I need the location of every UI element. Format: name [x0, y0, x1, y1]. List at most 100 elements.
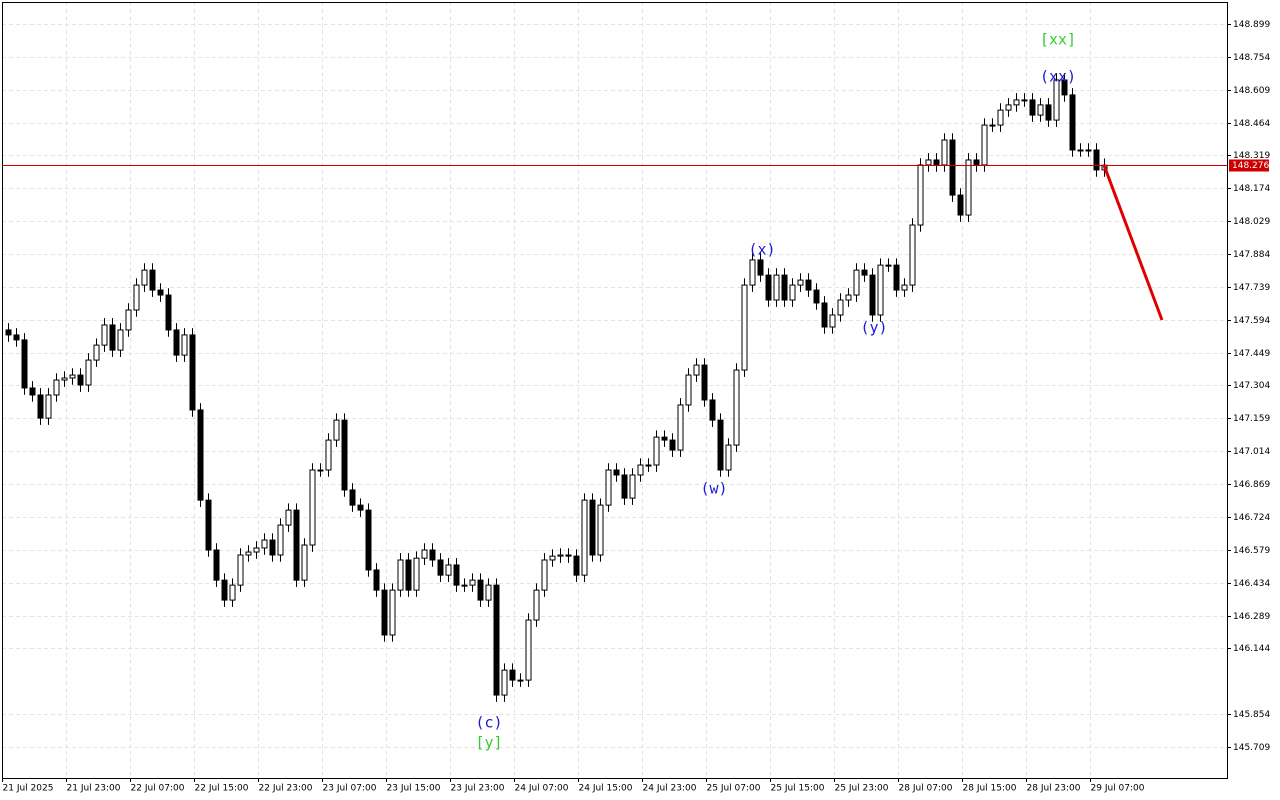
y-tick-label: 146.434 [1233, 579, 1270, 589]
wave-label: [xx] [1040, 31, 1076, 49]
x-tick-label: 25 Jul 15:00 [771, 784, 825, 794]
x-tick-label: 22 Jul 07:00 [131, 784, 185, 794]
plot-frame [2, 2, 1228, 779]
candle-body [853, 269, 860, 296]
y-tick-label: 146.724 [1233, 513, 1270, 523]
candle-body [125, 309, 132, 331]
candle-body [613, 469, 620, 476]
candle-body [773, 274, 780, 301]
candle-body [741, 284, 748, 371]
candle-body [29, 387, 36, 396]
candle-body [301, 544, 308, 581]
candle-body [669, 439, 676, 451]
x-tick-label: 23 Jul 23:00 [451, 784, 505, 794]
candle-body [437, 559, 444, 576]
candle-body [53, 379, 60, 396]
y-tick-label: 145.709 [1233, 743, 1270, 753]
candle-body [1061, 79, 1068, 96]
candle-body [685, 374, 692, 406]
candle-body [645, 464, 652, 467]
candle-body [893, 264, 900, 291]
candle-body [285, 509, 292, 526]
price-label-box [1229, 159, 1269, 172]
y-tick-label: 147.449 [1233, 349, 1270, 359]
wave-label: (w) [700, 480, 727, 498]
candle-body [333, 419, 340, 441]
y-tick-label: 146.289 [1233, 612, 1270, 622]
candle-body [405, 559, 412, 591]
candle-body [1077, 149, 1084, 152]
candle-body [581, 499, 588, 576]
candle-body [5, 329, 12, 336]
candle-body [277, 524, 284, 556]
x-tick-label: 23 Jul 07:00 [323, 784, 377, 794]
y-tick-label: 146.869 [1233, 480, 1270, 490]
candle-body [13, 334, 20, 341]
candle-body [493, 584, 500, 696]
y-tick-label: 145.854 [1233, 710, 1270, 720]
forecast-line [1102, 164, 1164, 321]
candle-body [589, 499, 596, 556]
candle-body [109, 324, 116, 351]
candle-body [21, 339, 28, 389]
x-tick-label: 22 Jul 15:00 [195, 784, 249, 794]
candle-body [421, 549, 428, 559]
candle-body [829, 314, 836, 328]
candle-body [341, 419, 348, 491]
y-tick-label: 148.464 [1233, 119, 1270, 129]
candle-body [813, 289, 820, 304]
candle-body [885, 264, 892, 267]
y-tick-label: 146.579 [1233, 546, 1270, 556]
candle-body [269, 539, 276, 556]
candle-body [173, 329, 180, 356]
candle-body [197, 409, 204, 501]
candle-body [253, 547, 260, 553]
candle-body [733, 369, 740, 446]
y-tick-label: 147.884 [1233, 250, 1270, 260]
candle-body [637, 464, 644, 476]
x-tick-label: 24 Jul 15:00 [579, 784, 633, 794]
x-tick-label: 24 Jul 23:00 [643, 784, 697, 794]
candle-body [541, 559, 548, 591]
candle-body [229, 584, 236, 601]
y-tick-label: 147.159 [1233, 414, 1270, 424]
candle-body [157, 289, 164, 296]
candle-body [1021, 99, 1028, 102]
candle-body [365, 509, 372, 571]
candle-body [749, 259, 756, 286]
candle-body [349, 489, 356, 506]
candle-body [725, 444, 732, 471]
candle-body [1005, 104, 1012, 111]
candle-body [85, 359, 92, 386]
candle-body [1037, 104, 1044, 116]
candle-body [693, 364, 700, 376]
candle-body [1085, 149, 1092, 152]
candle-body [413, 557, 420, 591]
candle-body [37, 394, 44, 419]
candle-body [677, 404, 684, 451]
candle-body [453, 564, 460, 586]
candle-body [261, 539, 268, 549]
candle-body [597, 504, 604, 556]
candle-body [397, 559, 404, 591]
candle-body [133, 284, 140, 311]
candle-body [805, 279, 812, 291]
candle-body [205, 499, 212, 551]
candle-body [837, 299, 844, 316]
y-tick-label: 148.899 [1233, 20, 1270, 30]
candle-body [917, 164, 924, 226]
x-tick-label: 28 Jul 07:00 [899, 784, 953, 794]
candle-body [701, 364, 708, 401]
candle-body [101, 324, 108, 346]
candle-body [789, 284, 796, 301]
candle-body [1029, 99, 1036, 116]
candle-body [77, 374, 84, 386]
candle-body [461, 584, 468, 587]
wave-label: (c) [475, 714, 502, 732]
x-tick-label: 21 Jul 2025 [3, 784, 54, 794]
candle-body [797, 279, 804, 286]
candle-body [557, 554, 564, 557]
y-tick-label: 148.754 [1233, 53, 1270, 63]
y-tick-label: 147.014 [1233, 447, 1270, 457]
